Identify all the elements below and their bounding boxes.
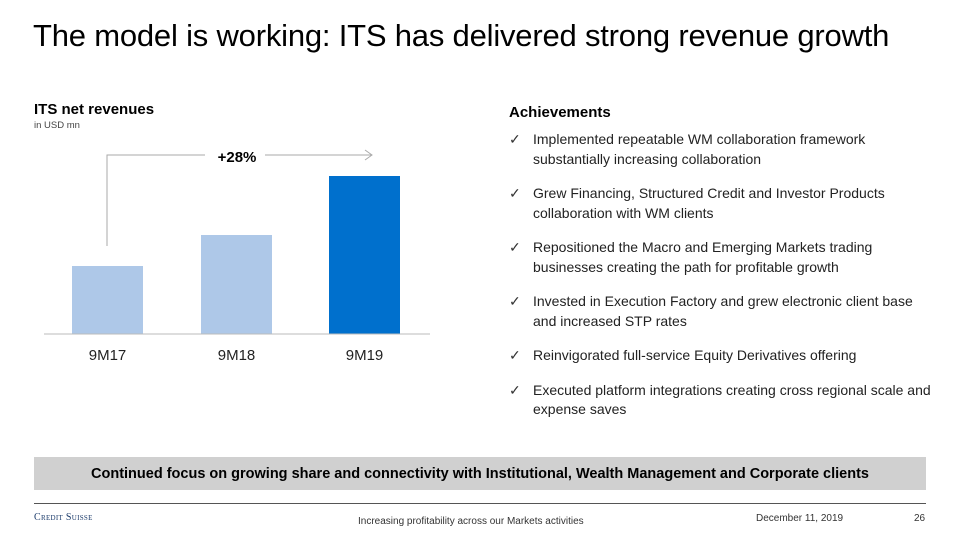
check-icon: ✓ (509, 347, 521, 363)
bar-chart: +28% 9M17 9M18 9M19 (44, 149, 430, 364)
achievement-item: ✓ Implemented repeatable WM collaboration… (509, 130, 939, 169)
achievement-text: Executed platform integrations creating … (533, 381, 931, 418)
arrow-head-icon (364, 149, 373, 161)
bar-9M18 (201, 235, 272, 334)
achievement-item: ✓ Repositioned the Macro and Emerging Mar… (509, 238, 939, 277)
achievements-title: Achievements (509, 104, 611, 121)
achievement-item: ✓ Invested in Execution Factory and grew … (509, 292, 939, 331)
check-icon: ✓ (509, 239, 521, 255)
achievement-item: ✓ Reinvigorated full-service Equity Deriv… (509, 346, 939, 366)
check-icon: ✓ (509, 381, 521, 398)
achievement-text: Invested in Execution Factory and grew e… (533, 293, 913, 329)
x-tick-label: 9M18 (218, 347, 256, 364)
footer-text: Increasing profitability across our Mark… (358, 516, 584, 527)
check-icon: ✓ (509, 131, 521, 147)
achievement-item: ✓ Executed platform integrations creating… (509, 381, 939, 420)
x-tick-label: 9M17 (89, 347, 127, 364)
achievement-text: Grew Financing, Structured Credit and In… (533, 185, 885, 221)
footer-divider (34, 503, 926, 504)
check-icon: ✓ (509, 185, 521, 201)
growth-arrow-left (106, 154, 205, 246)
chart-subtitle: in USD mn (34, 120, 80, 131)
footer-date: December 11, 2019 (756, 513, 844, 524)
summary-banner: Continued focus on growing share and con… (34, 457, 926, 490)
achievement-text: Implemented repeatable WM collaboration … (533, 131, 866, 167)
credit-suisse-logo: Credit Suisse (34, 512, 93, 523)
bar-9M19 (329, 176, 400, 334)
achievement-item: ✓ Grew Financing, Structured Credit and I… (509, 184, 939, 223)
x-tick-label: 9M19 (346, 347, 384, 364)
page-number: 26 (914, 513, 926, 524)
chart-title: ITS net revenues (34, 101, 155, 118)
achievement-text: Repositioned the Macro and Emerging Mark… (533, 239, 873, 275)
growth-annotation: +28% (218, 149, 257, 166)
check-icon: ✓ (509, 293, 521, 309)
bar-9M17 (72, 266, 143, 334)
achievement-text: Reinvigorated full-service Equity Deriva… (533, 347, 857, 363)
achievements-list: ✓ Implemented repeatable WM collaboration… (509, 130, 939, 435)
slide-title: The model is working: ITS has delivered … (33, 18, 890, 53)
